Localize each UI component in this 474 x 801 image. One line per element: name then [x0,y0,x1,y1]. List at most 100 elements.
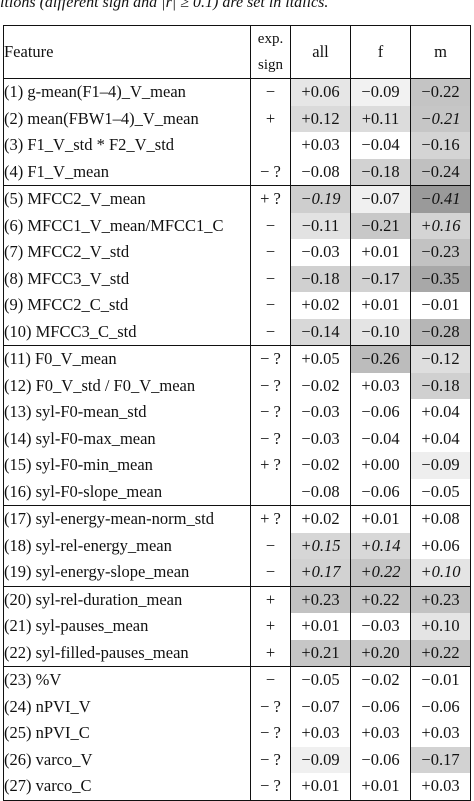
feature-name: (15) syl-F0-min_mean [4,455,153,475]
table-row: (10) MFCC3_C_std − −0.14 −0.10 −0.28 [4,318,471,346]
feature-name: (9) MFCC2_C_std [4,295,129,315]
table-row: (14) syl-F0-max_mean − ? −0.03 −0.04 +0.04 [4,425,471,452]
corr-all: −0.09 [290,746,351,773]
corr-m: −0.21 [410,105,471,132]
corr-f: +0.03 [350,720,411,747]
corr-m: +0.22 [410,639,471,667]
table-row: (19) syl-energy-slope_mean − +0.17 +0.22 +0.… [4,559,471,586]
table-row: (25) nPVI_C − ? +0.03 +0.03 +0.03 [4,720,471,747]
header-f: f [350,25,411,79]
feature-correlation-table: Feature exp. sign all f m (1) g-mean(F1–4… [3,25,471,801]
expected-sign: + [250,105,291,132]
corr-f: −0.18 [350,158,411,186]
corr-f: +0.01 [350,773,411,800]
corr-all: −0.02 [290,372,351,399]
expected-sign: − ? [250,158,291,186]
corr-all: +0.17 [290,559,351,586]
feature-name: (17) syl-energy-mean-norm_std [3,505,251,533]
table-row: (26) varco_V − ? −0.09 −0.06 −0.17 [4,746,471,773]
corr-f: −0.07 [350,185,411,213]
expected-sign: − [250,666,291,694]
corr-all: −0.07 [290,693,351,720]
table-row: (27) varco_C − ? +0.01 +0.01 +0.03 [4,773,471,800]
corr-all: −0.14 [290,318,351,346]
corr-f: +0.03 [350,372,411,399]
corr-all: +0.01 [290,773,351,800]
corr-m: +0.16 [410,212,471,239]
feature-name: (18) syl-rel-energy_mean [4,535,172,555]
feature-name: (13) syl-F0-mean_std [4,402,147,422]
corr-all: −0.11 [290,212,351,239]
feature-name: (11) F0_V_mean [3,345,251,373]
feature-name: (19) syl-energy-slope_mean [4,562,190,582]
feature-name: (1) g-mean(F1–4)_V_mean [4,82,186,102]
feature-name: (4) F1_V_mean [4,161,109,181]
table-row: (13) syl-F0-mean_std − ? −0.03 −0.06 +0.04 [4,399,471,426]
expected-sign: − [250,265,291,292]
corr-f: −0.06 [350,746,411,773]
header-exp-sign-line1: exp. [257,31,284,47]
feature-name: (14) syl-F0-max_mean [4,428,156,448]
corr-all: −0.08 [290,478,351,506]
corr-all: −0.19 [290,185,351,213]
table-row: (12) F0_V_std / F0_V_mean − ? −0.02 +0.03 −0… [4,372,471,399]
corr-all: +0.23 [290,585,351,613]
table-row: (1) g-mean(F1–4)_V_mean − +0.06 −0.09 −0.22 [4,78,471,106]
expected-sign [250,132,291,159]
corr-f: +0.11 [350,105,411,132]
table-row: (8) MFCC3_V_std − −0.18 −0.17 −0.35 [4,265,471,292]
corr-f: −0.04 [350,132,411,159]
feature-name: (20) syl-rel-duration_mean [3,585,251,613]
corr-f: −0.10 [350,318,411,346]
corr-all: +0.21 [290,639,351,667]
corr-m: −0.06 [410,693,471,720]
table-row: (5) MFCC2_V_mean + ? −0.19 −0.07 −0.41 [3,185,471,213]
header-exp-sign-line2: sign [257,57,283,73]
corr-all: +0.15 [290,532,351,559]
corr-all: +0.05 [290,345,351,373]
feature-name: (7) MFCC2_V_std [4,242,130,262]
corr-m: −0.05 [410,478,471,506]
corr-m: +0.06 [410,532,471,559]
expected-sign: − ? [250,345,291,373]
corr-m: −0.35 [410,265,471,292]
corr-m: −0.17 [410,746,471,773]
corr-f: −0.06 [350,478,411,506]
corr-all: +0.01 [290,613,351,640]
corr-f: +0.22 [350,559,411,586]
expected-sign: − ? [250,399,291,426]
expected-sign: + [250,613,291,640]
corr-f: −0.26 [350,345,411,373]
table-row: (18) syl-rel-energy_mean − +0.15 +0.14 +0.06 [4,532,471,559]
table-row: (23) %V − −0.05 −0.02 −0.01 [3,666,471,694]
corr-f: −0.21 [350,212,411,239]
corr-f: −0.17 [350,265,411,292]
table-row: (24) nPVI_V − ? −0.07 −0.06 −0.06 [4,693,471,720]
corr-f: −0.04 [350,425,411,452]
expected-sign: + [250,639,291,667]
corr-all: −0.18 [290,265,351,292]
feature-name: (27) varco_C [4,776,92,796]
corr-m: −0.16 [410,132,471,159]
header-feature: Feature [3,25,251,79]
corr-m: +0.04 [410,399,471,426]
expected-sign: − ? [250,693,291,720]
feature-name: (2) mean(FBW1–4)_V_mean [4,108,199,128]
corr-all: +0.12 [290,105,351,132]
expected-sign: + ? [250,505,291,533]
header-exp-sign: exp. sign [250,25,291,79]
feature-name: (16) syl-F0-slope_mean [4,481,163,501]
table-row: (17) syl-energy-mean-norm_std + ? +0.02 +0.… [3,505,471,533]
expected-sign: + ? [250,452,291,479]
expected-sign: − ? [250,425,291,452]
table-row: (11) F0_V_mean − ? +0.05 −0.26 −0.12 [3,345,471,373]
header-m: m [410,25,471,79]
table-row: (7) MFCC2_V_std − −0.03 +0.01 −0.23 [4,239,471,266]
table-row: (2) mean(FBW1–4)_V_mean + +0.12 +0.11 −0.21 [4,105,471,132]
table-row: (3) F1_V_std * F2_V_std +0.03 −0.04 −0.16 [4,132,471,159]
expected-sign: − [250,239,291,266]
expected-sign: − [250,532,291,559]
corr-all: +0.02 [290,505,351,533]
table-row: (4) F1_V_mean − ? −0.08 −0.18 −0.24 [4,158,471,186]
corr-m: −0.01 [410,666,471,694]
